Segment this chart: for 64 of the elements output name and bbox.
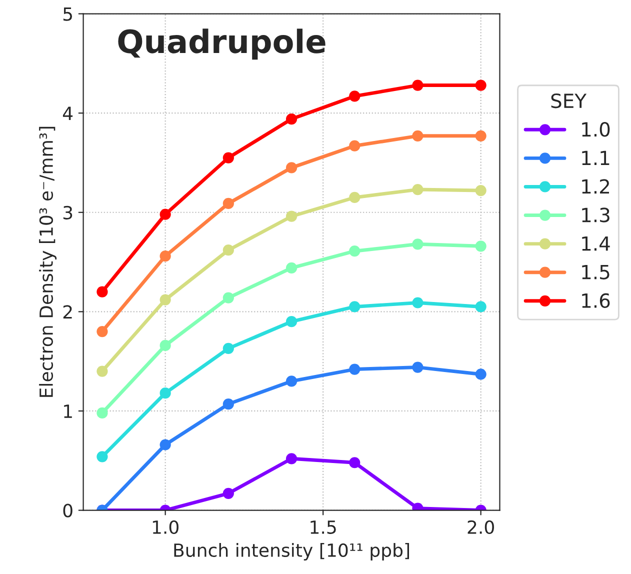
- point: [349, 246, 360, 257]
- x-tick-label: 1.0: [152, 520, 178, 534]
- point: [349, 192, 360, 204]
- point: [475, 368, 486, 380]
- legend-title: SEY: [551, 93, 587, 108]
- point: [286, 376, 298, 387]
- point: [160, 294, 171, 306]
- point: [349, 364, 360, 375]
- point: [160, 250, 171, 262]
- legend-label: 1.3: [582, 208, 610, 222]
- legend-label: 1.0: [582, 122, 610, 137]
- y-tick-label: 0: [63, 504, 72, 518]
- point: [349, 140, 360, 152]
- point: [475, 184, 486, 196]
- y-tick-label: 1: [64, 404, 72, 418]
- point: [475, 301, 486, 312]
- x-axis-title: Bunch intensity [10¹¹ ppb]: [174, 543, 409, 561]
- point: [96, 326, 108, 338]
- point: [349, 301, 360, 312]
- y-tick-label: 4: [62, 106, 73, 120]
- point: [222, 244, 234, 256]
- y-tick-label: 3: [63, 206, 72, 220]
- point: [412, 130, 424, 142]
- point: [222, 152, 234, 164]
- point: [412, 297, 424, 308]
- legend-label: 1.5: [582, 264, 610, 280]
- point: [160, 208, 171, 220]
- point: [286, 316, 298, 328]
- point: [96, 366, 108, 377]
- point: [222, 488, 234, 499]
- x-tick-label: 2.0: [468, 520, 494, 534]
- point: [222, 398, 234, 410]
- point: [160, 439, 171, 450]
- legend-label: 1.4: [582, 236, 610, 251]
- point: [412, 184, 424, 196]
- point: [286, 210, 298, 222]
- y-tick-label: 2: [63, 305, 72, 319]
- point: [160, 388, 171, 399]
- point: [475, 130, 486, 142]
- point: [160, 340, 171, 351]
- point: [96, 286, 108, 298]
- legend-label: 1.6: [582, 293, 610, 308]
- point: [412, 80, 424, 91]
- point: [412, 238, 424, 250]
- y-tick-label: 5: [63, 7, 72, 21]
- x-tick-label: 1.5: [310, 520, 336, 534]
- point: [349, 90, 360, 102]
- chart-title: Quadrupole: [118, 28, 326, 60]
- y-axis-title: Electron Density [10³ e⁻/mm³]: [39, 126, 57, 397]
- point: [286, 453, 298, 464]
- point: [222, 292, 234, 304]
- point: [286, 113, 298, 125]
- point: [222, 342, 234, 354]
- point: [475, 80, 486, 91]
- point: [96, 407, 108, 419]
- point: [286, 162, 298, 174]
- legend-label: 1.1: [582, 150, 610, 166]
- legend-label: 1.2: [582, 179, 609, 194]
- point: [286, 262, 298, 274]
- point: [96, 451, 108, 462]
- point: [412, 362, 424, 373]
- point: [349, 457, 360, 468]
- point: [475, 240, 486, 252]
- point: [222, 198, 234, 209]
